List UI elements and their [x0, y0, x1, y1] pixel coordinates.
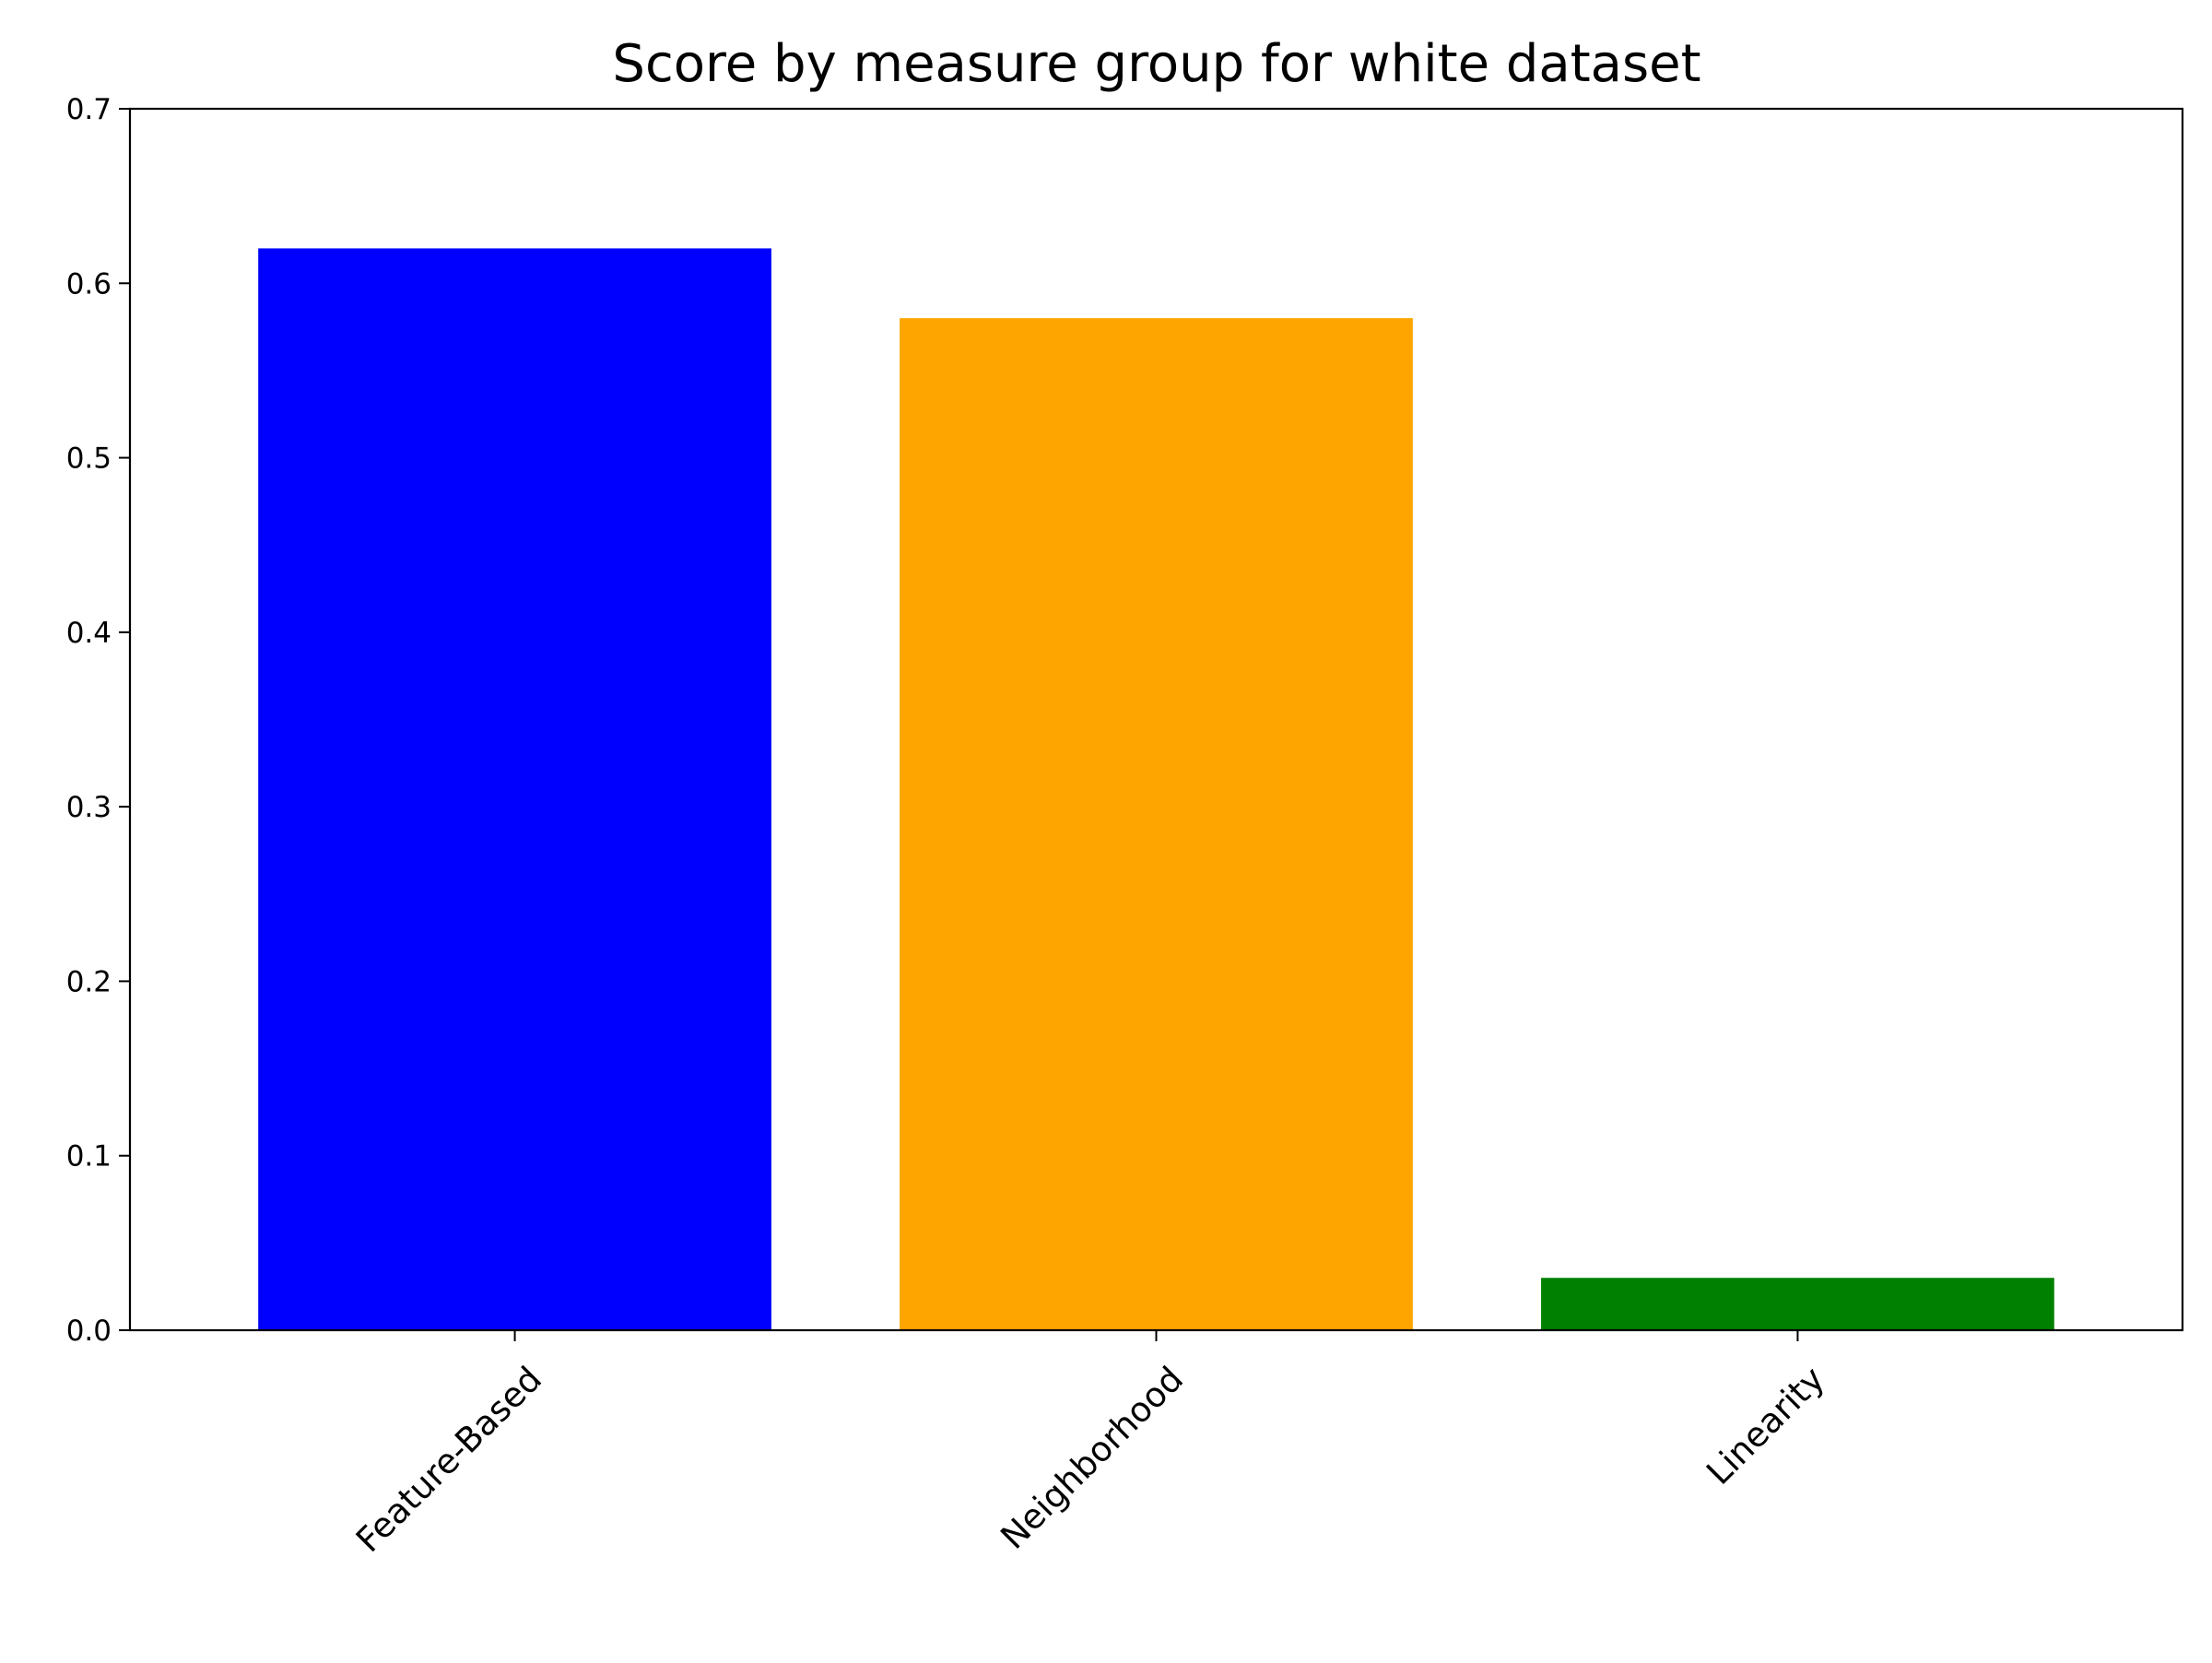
y-tick-label: 0.7	[66, 93, 112, 126]
bar-neighborhood	[900, 318, 1413, 1331]
y-tick-label: 0.5	[66, 442, 112, 476]
y-tick-label: 0.6	[66, 267, 112, 301]
x-axis-ticks: Feature-Based Neighborhood Linearity	[348, 1330, 1832, 1560]
y-tick-label: 0.3	[66, 791, 112, 824]
y-axis-ticks: 0.0 0.1 0.2 0.3 0.4 0.5 0.6 0.7	[66, 93, 130, 1348]
bar-feature-based	[258, 248, 771, 1330]
y-tick-label: 0.2	[66, 965, 112, 998]
x-tick-label: Linearity	[1699, 1359, 1832, 1492]
x-tick-label: Neighborhood	[993, 1359, 1191, 1557]
y-tick-label: 0.1	[66, 1140, 112, 1174]
bars-layer	[258, 248, 2054, 1331]
y-tick-label: 0.0	[66, 1315, 112, 1348]
chart-title: Score by measure group for white dataset	[612, 34, 1700, 94]
x-tick-label: Feature-Based	[348, 1359, 549, 1560]
y-tick-label: 0.4	[66, 617, 112, 650]
bar-linearity	[1541, 1278, 2054, 1330]
